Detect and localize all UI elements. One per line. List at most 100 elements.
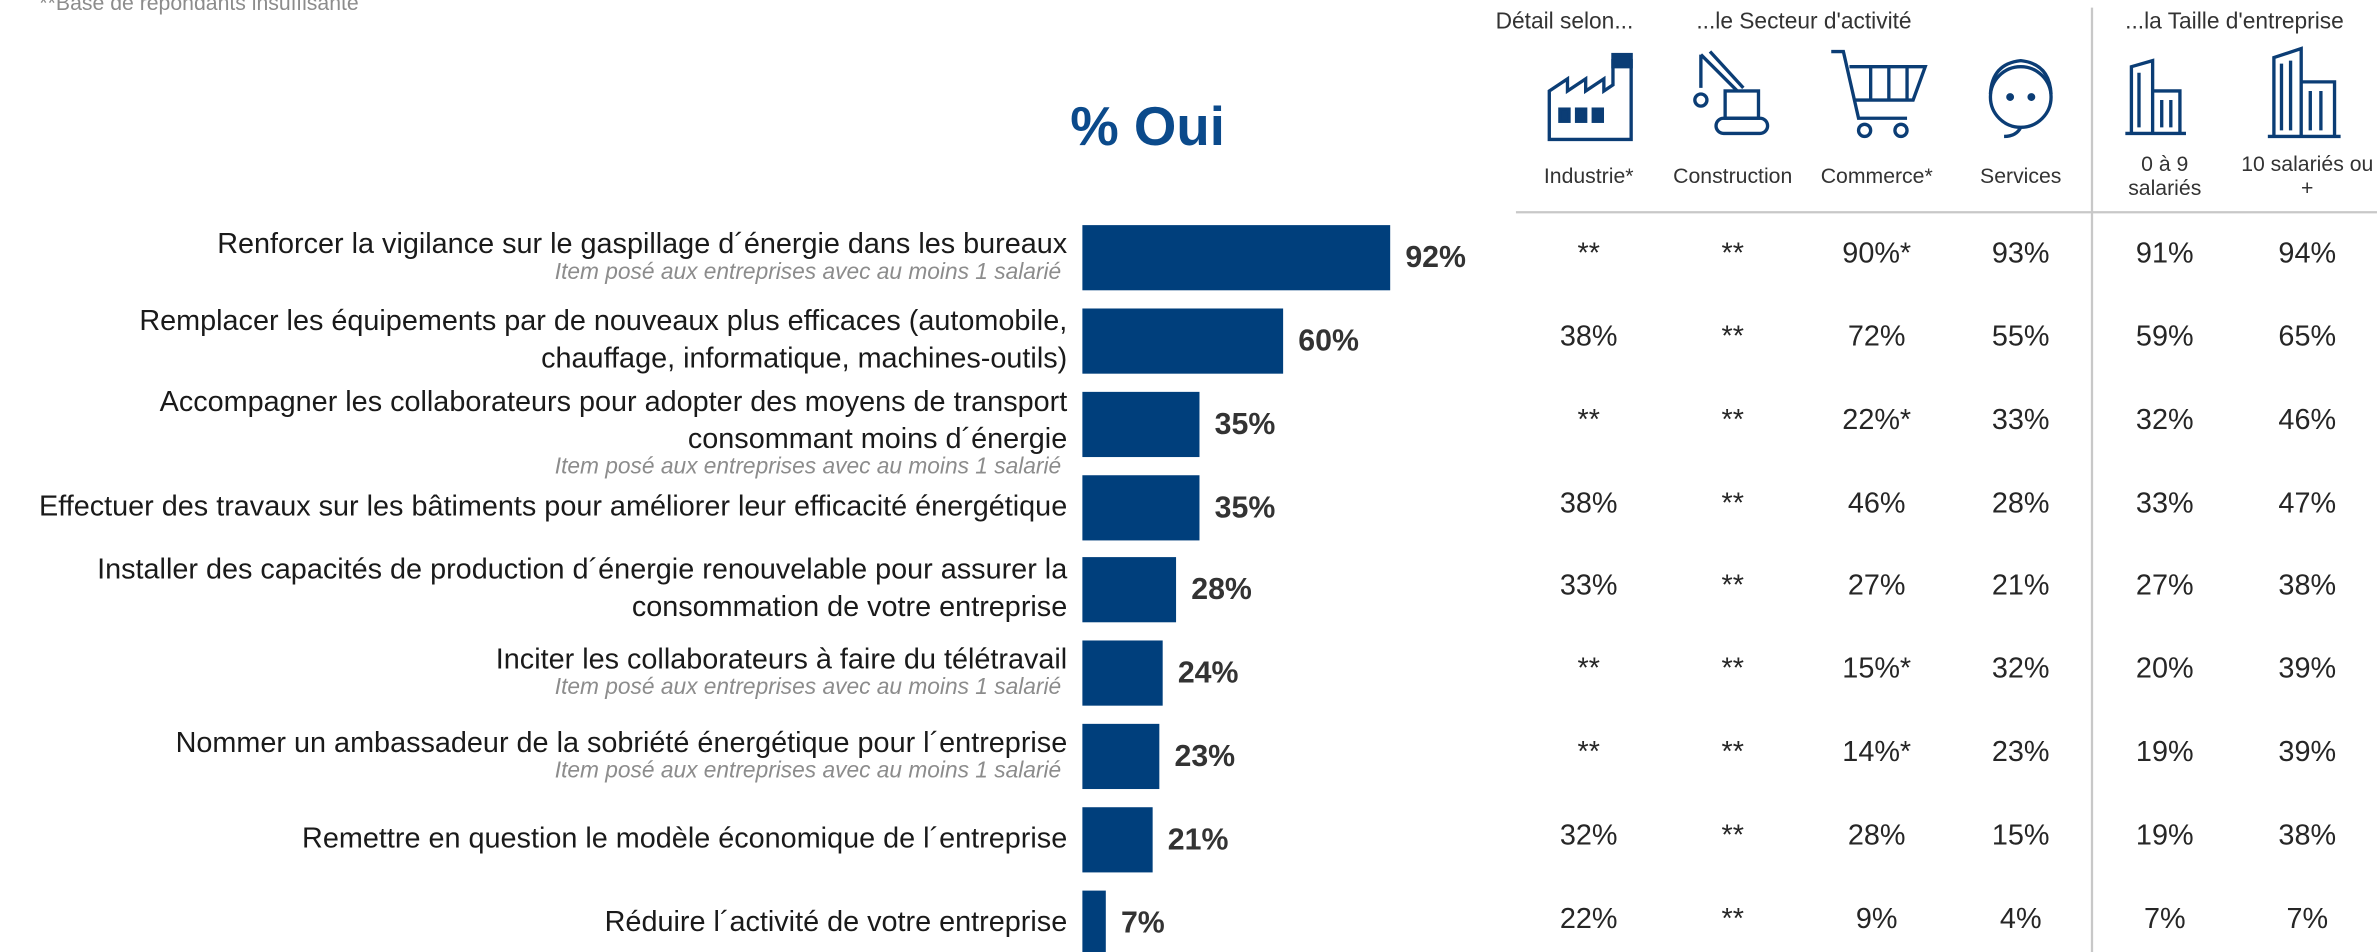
table-cell: 39% [2278,736,2336,768]
value-label: 23% [1174,740,1235,773]
icon-small-company [2125,58,2186,136]
bar [1082,890,1106,952]
column-header: Construction [1673,165,1792,188]
table-cell: 38% [2278,819,2336,851]
table-cell: 15% [1992,819,2050,851]
table-cell: 94% [2278,237,2336,269]
table-cell: ** [1577,653,1599,685]
value-label: 35% [1215,408,1276,441]
table-cell: 20% [2136,653,2194,685]
table-cell: 22%* [1842,404,1911,436]
category-label: Réduire l´activité de votre entreprise [605,906,1068,938]
category-label: consommant moins d´énergie [688,423,1067,455]
group-header: Détail selon... [1496,8,1634,34]
bar [1082,391,1200,458]
group-header: ...le Secteur d'activité [1696,8,1911,34]
table-cell: 32% [1560,819,1618,851]
category-label: Installer des capacités de production d´… [97,554,1068,586]
category-label: Accompagner les collaborateurs pour adop… [160,386,1068,418]
table-cell: 91% [2136,237,2194,269]
table-cell: 4% [2000,903,2042,935]
table-cell: 93% [1992,237,2050,269]
table-cell: ** [1722,903,1744,935]
icon-large-company [2267,46,2341,139]
category-note: Item posé aux entreprises avec au moins … [555,673,1061,699]
category-label: consommation de votre entreprise [632,591,1067,623]
bar [1082,807,1153,873]
table-cell: 39% [2278,653,2336,685]
table-cell: 27% [1848,569,1906,601]
table-cell: 28% [1992,487,2050,519]
column-header: Services [1980,165,2061,188]
table-cell: 72% [1848,321,1906,353]
column-header: 10 salariés ou [2241,153,2373,176]
table-cell: ** [1722,569,1744,601]
table-cell: 33% [1992,404,2050,436]
table-cell: 14%* [1842,736,1911,768]
table-cell: ** [1722,321,1744,353]
icon-industry [1547,52,1633,142]
table-cell: 47% [2278,487,2336,519]
bar [1082,723,1160,790]
table-cell: ** [1577,404,1599,436]
footnote: **Base de répondants insuffisante [39,0,358,15]
table-cell: ** [1722,487,1744,519]
column-header: + [2301,177,2313,200]
category-label: Remettre en question le modèle économiqu… [302,822,1067,854]
table-cell: 46% [2278,404,2336,436]
table-cell: 15%* [1842,653,1911,685]
value-label: 21% [1168,823,1229,856]
table-cell: 32% [2136,404,2194,436]
table-cell: ** [1722,237,1744,269]
icon-commerce [1831,49,1928,139]
column-header: salariés [2128,177,2201,200]
column-header: 0 à 9 [2141,153,2188,176]
table-cell: ** [1722,404,1744,436]
table-cell: 33% [1560,569,1618,601]
category-label: Remplacer les équipements par de nouveau… [139,305,1067,337]
table-cell: 46% [1848,487,1906,519]
table-cell: ** [1577,736,1599,768]
bar [1082,308,1284,374]
value-label: 92% [1405,241,1466,274]
table-cell: 38% [1560,321,1618,353]
table-cell: 9% [1856,903,1898,935]
table-cell: 21% [1992,569,2050,601]
category-label: Renforcer la vigilance sur le gaspillage… [217,228,1068,260]
table-cell: 32% [1992,653,2050,685]
category-note: Item posé aux entreprises avec au moins … [555,258,1061,284]
table-cell: 38% [2278,569,2336,601]
table-cell: 19% [2136,736,2194,768]
table-cell: 23% [1992,736,2050,768]
value-label: 35% [1215,491,1276,524]
table-cell: 27% [2136,569,2194,601]
table-cell: 65% [2278,321,2336,353]
bar [1082,640,1163,706]
value-label: 60% [1298,325,1359,358]
table-cell: 22% [1560,903,1618,935]
value-label: 7% [1121,907,1165,940]
table-cell: 38% [1560,487,1618,519]
category-label: Effectuer des travaux sur les bâtiments … [39,490,1067,522]
category-label: Nommer un ambassadeur de la sobriété éne… [176,727,1068,759]
category-note: Item posé aux entreprises avec au moins … [555,453,1061,479]
value-label: 28% [1191,573,1252,606]
category-label: chauffage, informatique, machines-outils… [541,342,1067,374]
bar [1082,557,1177,623]
category-note: Item posé aux entreprises avec au moins … [555,757,1061,783]
table-cell: 28% [1848,819,1906,851]
column-header: Industrie* [1544,165,1634,188]
table-cell: 55% [1992,321,2050,353]
value-label: 24% [1178,657,1239,690]
icon-construction [1693,50,1770,136]
table-cell: ** [1722,653,1744,685]
category-label: Inciter les collaborateurs à faire du té… [496,644,1067,676]
table-cell: ** [1577,237,1599,269]
table-cell: 19% [2136,819,2194,851]
column-header: Commerce* [1821,165,1933,188]
table-cell: 7% [2286,903,2328,935]
bar [1082,475,1200,541]
group-header: ...la Taille d'entreprise [2125,8,2344,34]
table-cell: 59% [2136,321,2194,353]
